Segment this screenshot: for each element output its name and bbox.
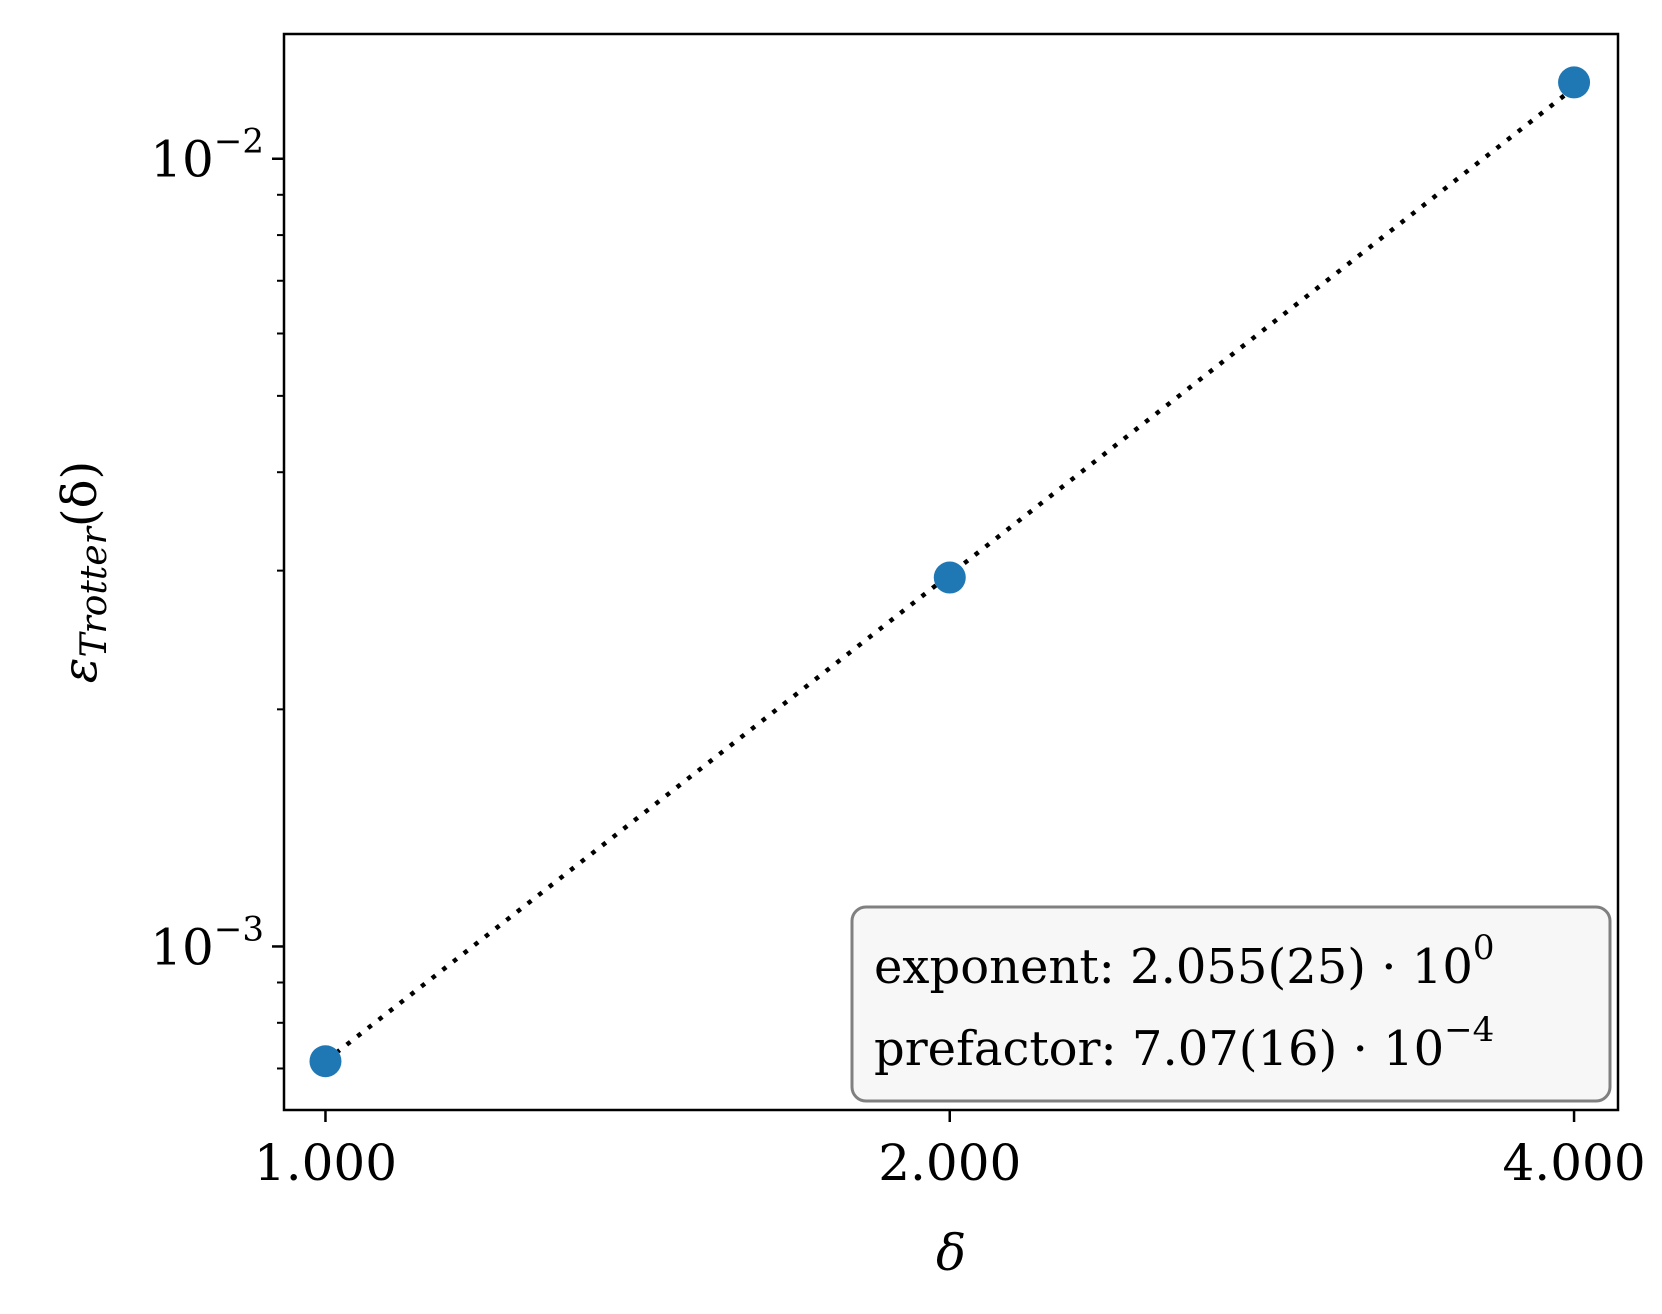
- data-point: [1558, 66, 1591, 99]
- y-ticks-layer: 10−310−2: [150, 122, 284, 1070]
- y-tick-label-base: 10: [150, 918, 214, 976]
- data-point: [309, 1045, 342, 1078]
- annotation-exponent-power: 0: [1473, 928, 1495, 968]
- fit-annotation-box: exponent: 2.055(25) · 100 prefactor: 7.0…: [850, 905, 1612, 1103]
- annotation-prefactor-line: prefactor: 7.07(16) · 10−4: [874, 1010, 1494, 1077]
- x-tick-label: 1.000: [254, 1134, 397, 1192]
- x-axis-label: δ: [936, 1224, 966, 1282]
- y-tick-label: 10−3: [150, 909, 264, 976]
- points-layer: [309, 66, 1591, 1078]
- y-axis-label-main: ε: [52, 657, 108, 683]
- data-point: [933, 561, 966, 594]
- y-axis-label-tail: (δ): [52, 461, 108, 527]
- annotation-background: [850, 905, 1612, 1103]
- x-tick-label: 2.000: [878, 1134, 1021, 1192]
- y-axis-label: εTrotter(δ): [52, 461, 115, 683]
- x-tick-label: 4.000: [1502, 1134, 1645, 1192]
- y-tick-label-exponent: −3: [214, 909, 264, 949]
- svg-text:εTrotter(δ): εTrotter(δ): [52, 461, 115, 683]
- y-axis-label-sub: Trotter: [74, 525, 115, 657]
- y-tick-label-base: 10: [150, 131, 214, 189]
- y-tick-label-exponent: −2: [214, 122, 264, 162]
- annotation-exponent-line: exponent: 2.055(25) · 100: [874, 928, 1495, 995]
- annotation-prefactor-power: −4: [1444, 1010, 1494, 1050]
- x-ticks-layer: 1.000 2.000 4.000: [254, 1110, 1646, 1192]
- y-tick-label: 10−2: [150, 122, 264, 189]
- annotation-exponent-text: exponent: 2.055(25) · 10: [874, 939, 1473, 995]
- annotation-prefactor-text: prefactor: 7.07(16) · 10: [874, 1021, 1444, 1077]
